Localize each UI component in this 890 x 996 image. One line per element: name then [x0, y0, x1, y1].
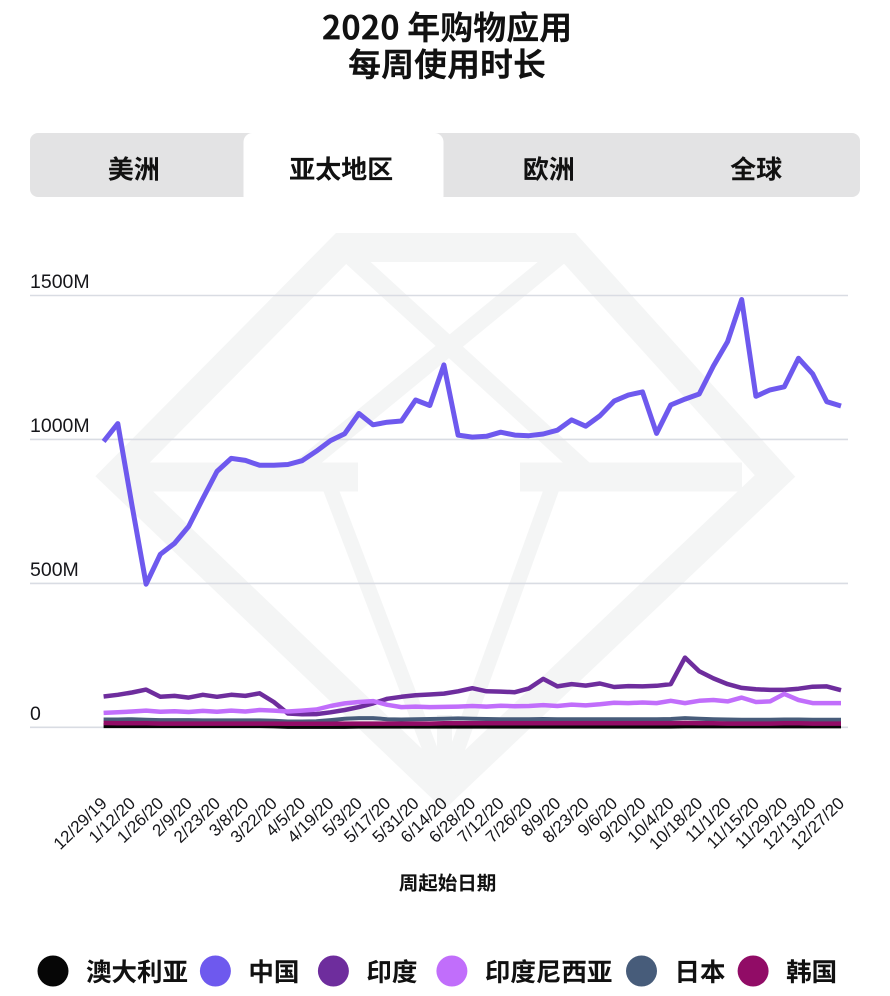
svg-text:0: 0	[30, 703, 41, 725]
svg-text:1500M: 1500M	[30, 271, 90, 293]
svg-text:1000M: 1000M	[30, 415, 90, 437]
svg-text:500M: 500M	[30, 559, 79, 581]
